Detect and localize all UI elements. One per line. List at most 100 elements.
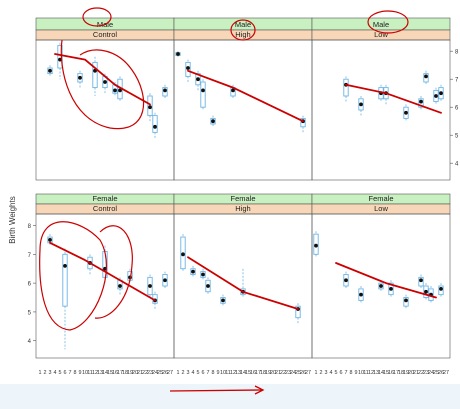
- box-10: [220, 294, 226, 307]
- median-dot: [163, 88, 167, 93]
- x-tick-label: 1: [39, 370, 42, 376]
- box-body: [47, 67, 53, 75]
- x-tick-label: 22: [418, 370, 424, 376]
- x-tick-label: 10: [358, 370, 364, 376]
- trend-annotation-line: [345, 83, 442, 114]
- median-dot: [221, 298, 225, 303]
- y-tick-label-right: 6: [455, 106, 459, 112]
- x-tick-label: 3: [187, 370, 190, 376]
- x-tick-label: 17: [255, 370, 261, 376]
- x-tick-label: 6: [202, 370, 205, 376]
- page-footer-band: [0, 384, 460, 409]
- x-tick-label: 27: [305, 370, 311, 376]
- box-body: [205, 279, 211, 293]
- box-body: [220, 297, 226, 304]
- box-25: [295, 303, 301, 324]
- box-17: [117, 277, 123, 295]
- box-24: [428, 286, 434, 304]
- x-tick-label: 4: [192, 370, 195, 376]
- box-body: [343, 274, 349, 287]
- y-tick-label-right: 5: [455, 134, 459, 140]
- median-dot: [211, 119, 215, 124]
- box-12: [230, 84, 236, 99]
- x-tick-label: 2: [182, 370, 185, 376]
- box-body: [358, 288, 364, 301]
- x-tick-label: 8: [74, 370, 77, 376]
- median-dot: [404, 110, 408, 115]
- x-tick-label: 12: [368, 370, 374, 376]
- median-dot: [113, 88, 117, 93]
- median-dot: [434, 94, 438, 98]
- box-body: [200, 271, 206, 278]
- box-23: [423, 70, 429, 85]
- x-tick-label: 27: [443, 370, 449, 376]
- median-dot: [78, 75, 82, 80]
- box-body: [87, 256, 93, 270]
- median-dot: [439, 91, 443, 96]
- x-tick-label: 8: [212, 370, 215, 376]
- x-tick-label: 19: [403, 370, 409, 376]
- strip-treatment-label: Control: [93, 204, 118, 213]
- median-dot: [379, 284, 383, 288]
- box-1: [175, 51, 181, 57]
- x-tick-label: 17: [393, 370, 399, 376]
- box-body: [147, 95, 153, 117]
- y-tick-label-left: 4: [28, 339, 32, 345]
- median-dot: [153, 124, 157, 129]
- box-19: [403, 104, 409, 122]
- trend-annotation-line: [187, 69, 304, 123]
- box-3: [185, 59, 191, 82]
- x-tick-label: 26: [300, 370, 306, 376]
- box-body: [180, 236, 186, 270]
- box-6: [200, 268, 206, 281]
- box-body: [433, 89, 439, 103]
- box-10: [358, 96, 364, 116]
- annotation-loop: [94, 225, 133, 319]
- x-tick-label: 12: [92, 370, 98, 376]
- strip-treatment-label: Low: [374, 204, 388, 213]
- box-2: [180, 234, 186, 272]
- x-tick-label: 15: [245, 370, 251, 376]
- box-body: [403, 106, 409, 119]
- box-body: [162, 274, 168, 287]
- box-26: [438, 84, 444, 102]
- strip-sex-label: Female: [230, 194, 255, 203]
- box-22: [418, 96, 424, 110]
- y-tick-label-right: 7: [455, 78, 459, 84]
- x-tick-label: 9: [355, 370, 358, 376]
- median-dot: [344, 278, 348, 283]
- x-tick-label: 20: [408, 370, 414, 376]
- y-tick-label-left: 8: [28, 224, 32, 230]
- x-tick-label: 3: [325, 370, 328, 376]
- median-dot: [181, 252, 185, 257]
- x-tick-label: 14: [378, 370, 384, 376]
- x-tick-label: 15: [107, 370, 113, 376]
- median-dot: [359, 292, 363, 297]
- box-10: [358, 286, 364, 304]
- x-tick-label: 3: [49, 370, 52, 376]
- x-tick-label: 9: [217, 370, 220, 376]
- median-dot: [196, 77, 200, 82]
- box-body: [57, 45, 63, 69]
- y-tick-label-left: 7: [28, 253, 32, 259]
- median-dot: [206, 284, 210, 288]
- strip-treatment-label: High: [235, 204, 250, 213]
- x-tick-label: 8: [350, 370, 353, 376]
- box-body: [190, 268, 196, 275]
- box-23: [147, 93, 153, 122]
- strip-sex-label: Female: [92, 194, 117, 203]
- annotation-loop: [39, 221, 107, 331]
- x-tick-label: 18: [398, 370, 404, 376]
- x-tick-label: 15: [383, 370, 389, 376]
- trend-annotation-line: [335, 262, 437, 299]
- x-tick-label: 2: [320, 370, 323, 376]
- trend-annotation-line: [49, 241, 156, 302]
- median-dot: [48, 238, 52, 242]
- x-tick-label: 11: [363, 370, 369, 376]
- annotation-circle: [82, 7, 112, 27]
- x-tick-label: 7: [69, 370, 72, 376]
- x-tick-label: 10: [82, 370, 88, 376]
- box-7: [343, 76, 349, 102]
